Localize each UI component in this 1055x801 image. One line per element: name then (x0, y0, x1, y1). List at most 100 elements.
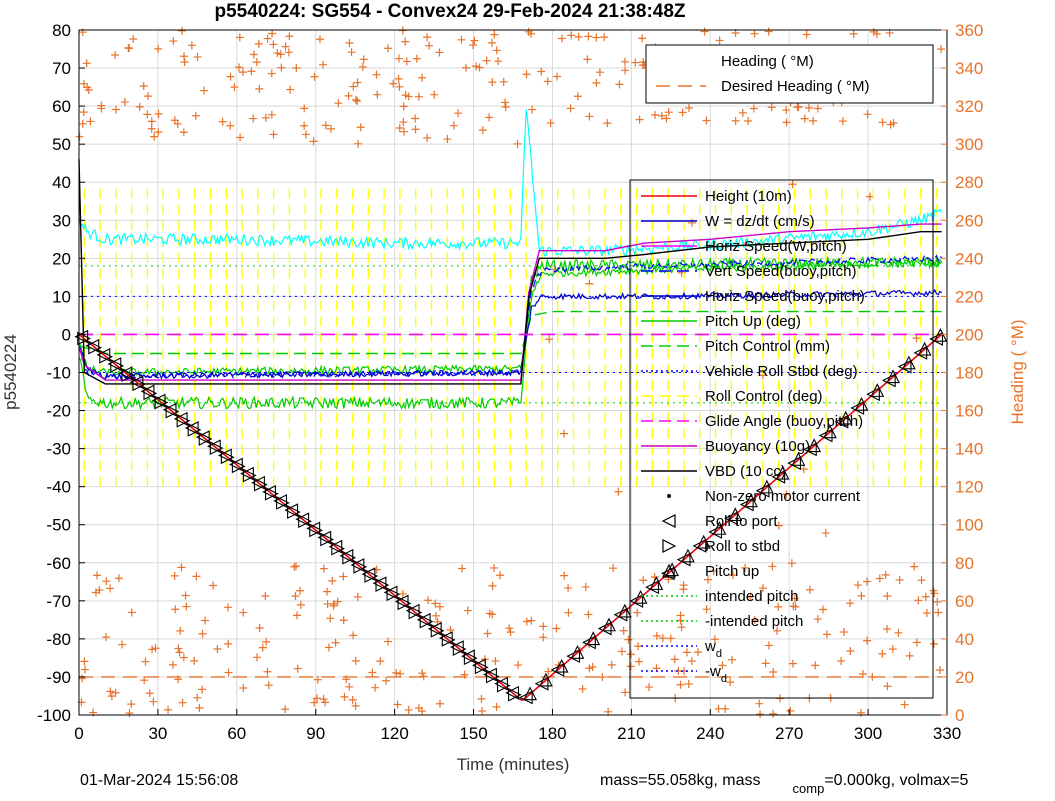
roll-marker (405, 603, 420, 618)
heading-marker (411, 125, 420, 134)
roll-marker (176, 413, 191, 428)
heading-marker (291, 562, 300, 571)
heading-marker (615, 80, 624, 89)
heading-marker (678, 108, 687, 117)
heading-marker (500, 98, 509, 107)
heading-marker (177, 563, 186, 572)
heading-marker (567, 31, 576, 40)
heading-marker (626, 650, 635, 659)
heading-marker (822, 630, 831, 639)
heading-marker (175, 648, 184, 657)
heading-marker (300, 104, 309, 113)
heading-marker (348, 695, 357, 704)
heading-marker (482, 56, 491, 65)
heading-marker (639, 576, 648, 585)
roll-marker (339, 548, 354, 563)
heading-marker (856, 708, 865, 717)
heading-marker (81, 665, 90, 674)
roll-marker (276, 496, 290, 510)
heading-marker (293, 664, 302, 673)
legend-entry: Non-zero motor current (705, 488, 861, 505)
heading-marker (145, 689, 154, 698)
heading-marker (488, 610, 497, 619)
heading-marker (914, 596, 923, 605)
heading-marker (170, 116, 179, 125)
heading-marker (581, 582, 590, 591)
roll-marker (452, 642, 467, 656)
y2-tick-labels: 3603403203002802602402202001801601401201… (941, 21, 983, 725)
heading-marker (144, 92, 153, 101)
roll-marker (173, 411, 188, 426)
heading-marker (249, 114, 258, 123)
heading-marker (478, 707, 487, 716)
roll-marker (262, 484, 276, 499)
heading-marker (614, 487, 623, 496)
heading-marker (592, 33, 601, 42)
heading-marker (261, 591, 270, 600)
roll-marker (96, 347, 111, 362)
heading-marker (276, 50, 285, 59)
y-tick-label: -60 (46, 554, 71, 573)
heading-marker (349, 631, 358, 640)
y-tick-label: 0 (62, 325, 71, 344)
heading-marker (376, 657, 385, 666)
heading-marker (470, 36, 479, 45)
heading-marker (756, 710, 765, 719)
heading-marker (469, 41, 478, 50)
heading-marker (786, 706, 795, 715)
heading-marker (313, 675, 322, 684)
heading-marker (557, 34, 566, 43)
heading-marker (755, 699, 764, 708)
heading-marker (604, 707, 613, 716)
x-tick-label: 60 (227, 724, 246, 743)
heading-marker (170, 571, 179, 580)
heading-marker (176, 626, 185, 635)
roll-marker (162, 402, 177, 417)
heading-marker (326, 614, 335, 623)
heading-marker (423, 33, 432, 42)
heading-marker (359, 55, 368, 64)
heading-marker (107, 692, 116, 701)
series-vehicle-roll-stbd-deg- (78, 109, 943, 257)
heading-marker (182, 602, 191, 611)
heading-marker (545, 335, 554, 344)
heading-marker (389, 79, 398, 88)
heading-marker (578, 684, 587, 693)
heading-marker (154, 44, 163, 53)
roll-marker (602, 617, 616, 632)
heading-marker (463, 606, 472, 615)
legend-swatch (662, 563, 676, 578)
roll-marker (933, 328, 948, 342)
heading-marker (813, 104, 822, 113)
legend-entry: Vert Speed(buoy,pitch) (705, 263, 856, 280)
heading-marker (937, 45, 946, 54)
heading-marker (769, 667, 778, 676)
roll-marker (273, 494, 288, 508)
heading-marker (292, 611, 301, 620)
roll-marker (129, 375, 144, 390)
legend-entry: Height (10m) (705, 188, 792, 205)
heading-marker (631, 58, 640, 67)
main-legend: Height (10m) W = dz/dt (cm/s) Horiz Speed(… (629, 179, 934, 699)
heading-marker (600, 33, 609, 42)
heading-marker (585, 112, 594, 121)
heading-marker (349, 82, 358, 91)
heading-marker (371, 683, 380, 692)
roll-marker (151, 393, 166, 408)
heading-marker (414, 92, 423, 101)
roll-marker (633, 589, 648, 604)
heading-marker (331, 638, 340, 647)
y-tick-label: -10 (46, 364, 71, 383)
heading-marker (111, 105, 120, 114)
heading-marker (487, 38, 496, 47)
roll-marker (264, 486, 279, 501)
roll-marker (472, 658, 486, 673)
roll-marker (99, 349, 114, 364)
heading-marker (457, 35, 466, 44)
x-tick-label: 210 (617, 724, 645, 743)
legend-entry: Pitch up (705, 563, 759, 580)
heading-marker (118, 640, 127, 649)
heading-marker (273, 49, 282, 58)
heading-marker (449, 121, 458, 130)
heading-marker (148, 645, 157, 654)
